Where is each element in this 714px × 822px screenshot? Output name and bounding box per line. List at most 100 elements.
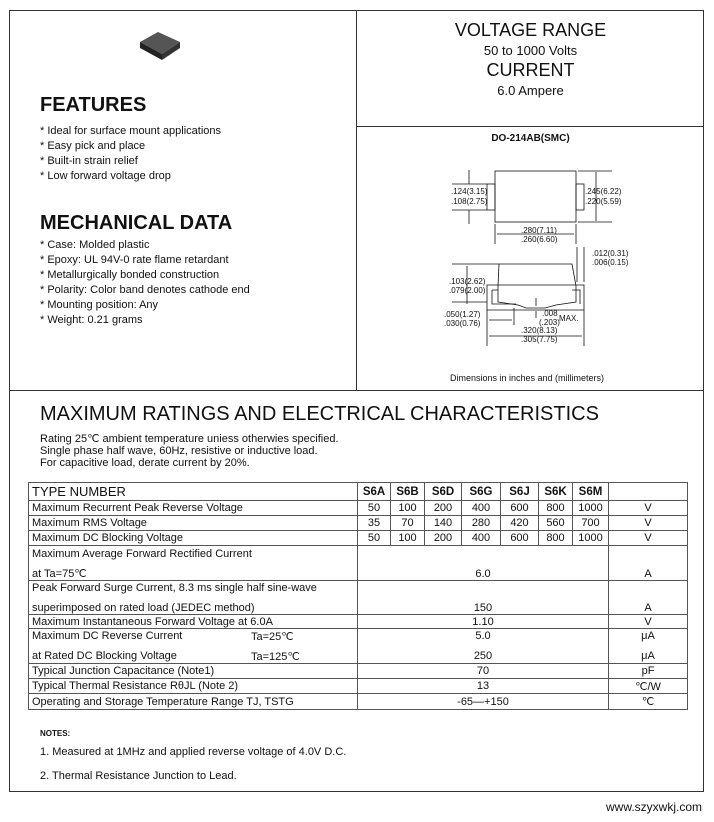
table-cell: 400 — [461, 500, 501, 516]
table-row: Peak Forward Surge Current, 8.3 ms singl… — [28, 580, 688, 615]
current-value: 6.0 Ampere — [497, 83, 564, 98]
table-cell: 35 — [357, 515, 391, 531]
package-outline-drawing — [452, 170, 612, 346]
table-cell: Maximum DC Reverse Current Ta=25℃ at Rated… — [28, 628, 358, 664]
table-cell: 70 — [390, 515, 425, 531]
table-cell: Typical Thermal Resistance RθJL (Note 2) — [28, 678, 358, 694]
ratings-notes: Rating 25℃ ambient temperature uniess ot… — [40, 433, 339, 469]
table-cell: μA μA — [608, 628, 688, 664]
table-cell: 6.0 — [357, 545, 609, 581]
rating-note: Rating 25℃ ambient temperature uniess ot… — [40, 433, 339, 445]
table-cell: V — [608, 500, 688, 516]
table-cell: Maximum Recurrent Peak Reverse Voltage — [28, 500, 358, 516]
table-cell: 100 — [390, 500, 425, 516]
divider — [356, 10, 357, 390]
table-cell: Typical Junction Capacitance (Note1) — [28, 663, 358, 679]
dim-label: .012(0.31) — [592, 249, 629, 258]
list-item: * Epoxy: UL 94V-0 rate flame retardant — [40, 254, 229, 266]
rating-summary: VOLTAGE RANGE 50 to 1000 Volts CURRENT 6… — [357, 20, 704, 98]
table-cell: 50 — [357, 530, 391, 546]
table-cell: 150 — [357, 580, 609, 615]
table-cell: 600 — [500, 500, 539, 516]
list-item: * Mounting position: Any — [40, 299, 159, 311]
table-row: Typical Thermal Resistance RθJL (Note 2)… — [28, 678, 688, 694]
table-cell: 140 — [424, 515, 462, 531]
dim-label: MAX. — [559, 314, 579, 323]
table-cell: 100 — [390, 530, 425, 546]
table-cell: Maximum DC Blocking Voltage — [28, 530, 358, 546]
package-dimensions: .124(3.15).108(2.75) .245(6.22).220(5.59… — [444, 187, 629, 383]
table-cell: 800 — [538, 530, 573, 546]
dim-label: .006(0.15) — [592, 258, 629, 267]
package-name: DO-214AB(SMC) — [491, 133, 570, 144]
table-cell: 5.0 250 — [357, 628, 609, 664]
dim-label: .305(7.75) — [521, 335, 558, 344]
table-cell: ℃/W — [608, 678, 688, 694]
list-item: * Built-in strain relief — [40, 155, 138, 167]
table-row: Maximum RMS Voltage 35 70 140 280 420 560 700 V — [28, 515, 688, 531]
header-type-number: TYPE NUMBER — [28, 482, 358, 501]
dim-label: .008 — [542, 309, 558, 318]
voltage-value: 50 to 1000 Volts — [483, 43, 578, 58]
mechanical-list: * Case: Molded plastic * Epoxy: UL 94V-0… — [40, 238, 250, 328]
list-item: * Metallurgically bonded construction — [40, 269, 220, 281]
table-cell: 200 — [424, 500, 462, 516]
dim-label: (.203) — [539, 318, 560, 327]
table-cell: V — [608, 530, 688, 546]
rating-note: For capacitive load, derate current by 2… — [40, 457, 250, 469]
table-cell: -65—+150 — [357, 693, 609, 710]
table-row: Maximum Instantaneous Forward Voltage at… — [28, 614, 688, 629]
table-cell: 1000 — [572, 500, 609, 516]
dim-label: .320(8.13) — [521, 326, 558, 335]
table-cell: Maximum RMS Voltage — [28, 515, 358, 531]
table-cell: 700 — [572, 515, 609, 531]
table-cell: 600 — [500, 530, 539, 546]
table-cell: pF — [608, 663, 688, 679]
note-item: 1. Measured at 1MHz and applied reverse … — [40, 746, 347, 758]
notes-title: NOTES: — [40, 729, 71, 738]
table-row: Maximum DC Blocking Voltage 50 100 200 400 60… — [28, 530, 688, 546]
table-cell — [608, 482, 688, 501]
list-item: * Polarity: Color band denotes cathode e… — [40, 284, 250, 296]
dim-label: .079(2.00) — [449, 286, 486, 295]
characteristics-table: TYPE NUMBER S6A S6B S6D S6G S6J S6K S6M Maximu… — [28, 482, 688, 710]
website-link[interactable]: www.szyxwkj.com — [605, 800, 702, 814]
table-cell: 70 — [357, 663, 609, 679]
table-row: Operating and Storage Temperature Range … — [28, 693, 688, 710]
dimensions-caption: Dimensions in inches and (millimeters) — [450, 373, 604, 383]
mechanical-title: MECHANICAL DATA — [40, 212, 233, 234]
features-list: * Ideal for surface mount applications *… — [40, 124, 221, 184]
table-cell: 1000 — [572, 530, 609, 546]
dim-label: .260(6.60) — [521, 235, 558, 244]
type-s6j: S6J — [500, 482, 539, 501]
table-cell: Maximum Instantaneous Forward Voltage at… — [28, 614, 358, 629]
list-item: * Case: Molded plastic — [40, 239, 150, 251]
ratings-title: MAXIMUM RATINGS AND ELECTRICAL CHARACTER… — [40, 403, 599, 425]
type-s6k: S6K — [538, 482, 573, 501]
component-image — [140, 32, 180, 60]
divider — [9, 390, 704, 391]
dim-label: .280(7.11) — [521, 226, 557, 235]
table-cell: 420 — [500, 515, 539, 531]
table-cell: 560 — [538, 515, 573, 531]
rating-note: Single phase half wave, 60Hz, resistive … — [40, 445, 318, 457]
table-cell: A — [608, 545, 688, 581]
table-row: Maximum Average Forward Rectified Curren… — [28, 545, 688, 581]
dim-label: .245(6.22) — [585, 187, 622, 196]
table-cell: Maximum Average Forward Rectified Curren… — [28, 545, 358, 581]
table-cell: 50 — [357, 500, 391, 516]
type-s6a: S6A — [357, 482, 391, 501]
table-cell: 400 — [461, 530, 501, 546]
table-cell: Operating and Storage Temperature Range … — [28, 693, 358, 710]
list-item: * Ideal for surface mount applications — [40, 125, 221, 137]
note-item: 2. Thermal Resistance Junction to Lead. — [40, 770, 237, 782]
table-cell: 800 — [538, 500, 573, 516]
table-cell: 200 — [424, 530, 462, 546]
table-cell: 13 — [357, 678, 609, 694]
type-s6d: S6D — [424, 482, 462, 501]
type-s6m: S6M — [572, 482, 609, 501]
dim-label: .124(3.15) — [451, 187, 488, 196]
table-cell: A — [608, 580, 688, 615]
voltage-title: VOLTAGE RANGE — [454, 20, 607, 40]
divider — [356, 126, 704, 127]
